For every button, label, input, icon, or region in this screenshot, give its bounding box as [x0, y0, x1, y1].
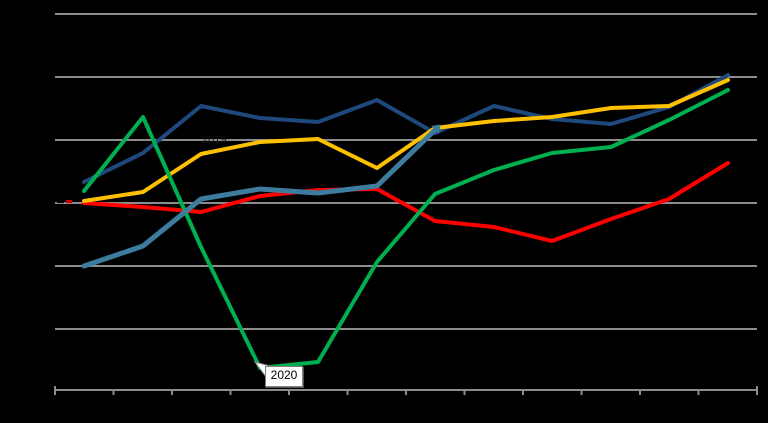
teal-line-arrowhead	[431, 124, 441, 134]
gridline-dash-black	[57, 200, 64, 203]
gridline-dash-red	[66, 200, 72, 203]
teal-line	[81, 127, 438, 269]
dark-blue-line	[82, 73, 730, 184]
year-2020-callout: 2020	[265, 366, 303, 387]
green-line	[82, 88, 730, 370]
red-line	[82, 161, 730, 243]
year-2019-faint-label: 2019	[202, 134, 227, 146]
gold-line	[82, 78, 730, 203]
